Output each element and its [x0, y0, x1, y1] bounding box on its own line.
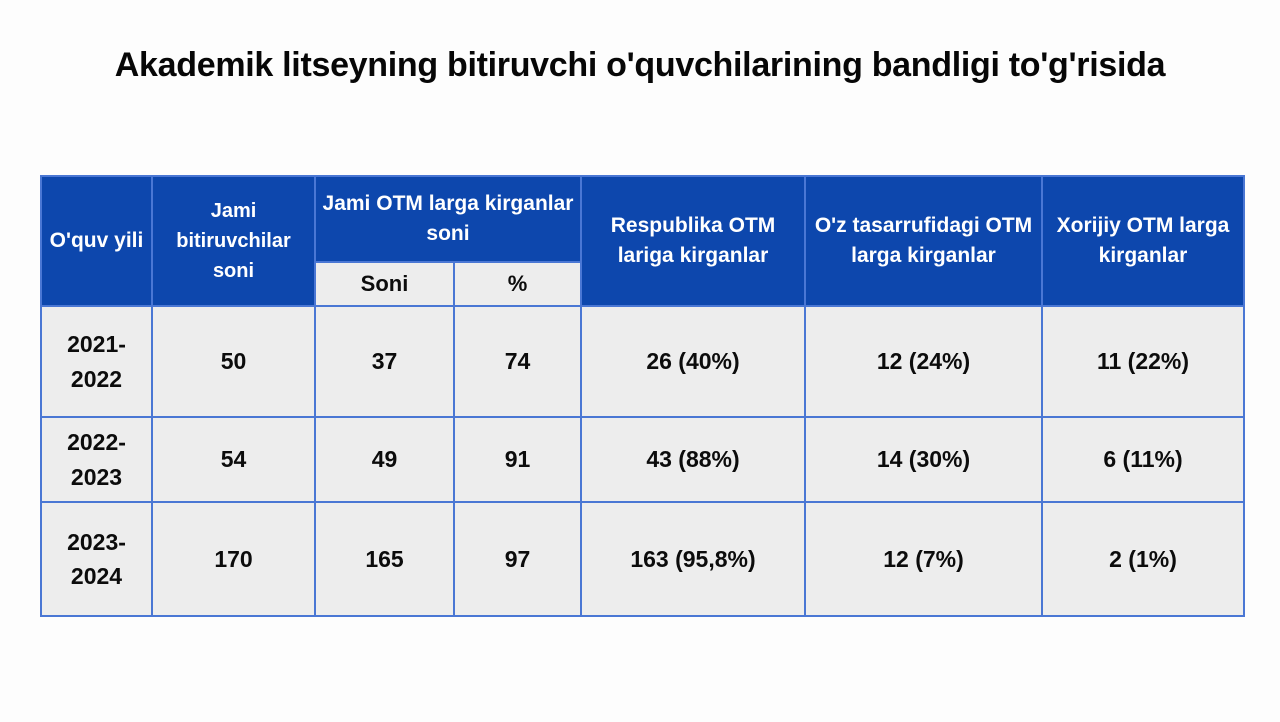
col-header-total-otm-group: Jami OTM larga kirganlar soni — [314, 175, 582, 263]
cell-otm-soni: 49 — [314, 416, 455, 503]
cell-otm-percent: 97 — [453, 501, 582, 617]
cell-total-graduates: 50 — [151, 305, 316, 418]
cell-respublika-otm: 43 (88%) — [580, 416, 806, 503]
col-header-respublika-otm: Respublika OTM lariga kirganlar — [580, 175, 806, 307]
col-header-school-year: O'quv yili — [40, 175, 153, 307]
cell-own-otm: 12 (7%) — [804, 501, 1043, 617]
graduates-employment-table: O'quv yili Jami bitiruvchilar soni Jami … — [40, 175, 1245, 617]
table-row: 2022-2023 54 49 91 43 (88%) 14 (30%) 6 (… — [40, 416, 1245, 503]
cell-respublika-otm: 163 (95,8%) — [580, 501, 806, 617]
cell-foreign-otm: 6 (11%) — [1041, 416, 1245, 503]
table-row: 2023-2024 170 165 97 163 (95,8%) 12 (7%)… — [40, 501, 1245, 617]
cell-year: 2023-2024 — [40, 501, 153, 617]
page-title: Akademik litseyning bitiruvchi o'quvchil… — [114, 46, 1166, 84]
cell-otm-percent: 74 — [453, 305, 582, 418]
table-row: 2021-2022 50 37 74 26 (40%) 12 (24%) 11 … — [40, 305, 1245, 418]
cell-foreign-otm: 2 (1%) — [1041, 501, 1245, 617]
table-header: O'quv yili Jami bitiruvchilar soni Jami … — [40, 175, 1245, 307]
cell-total-graduates: 170 — [151, 501, 316, 617]
col-subheader-percent: % — [453, 261, 582, 307]
cell-year: 2021-2022 — [40, 305, 153, 418]
col-header-own-otm: O'z tasarrufidagi OTM larga kirganlar — [804, 175, 1043, 307]
cell-otm-soni: 37 — [314, 305, 455, 418]
cell-year: 2022-2023 — [40, 416, 153, 503]
cell-otm-soni: 165 — [314, 501, 455, 617]
header-row-main: O'quv yili Jami bitiruvchilar soni Jami … — [40, 175, 1245, 307]
cell-respublika-otm: 26 (40%) — [580, 305, 806, 418]
cell-own-otm: 14 (30%) — [804, 416, 1043, 503]
col-subheader-soni: Soni — [314, 261, 455, 307]
table-body: 2021-2022 50 37 74 26 (40%) 12 (24%) 11 … — [40, 305, 1245, 617]
cell-otm-percent: 91 — [453, 416, 582, 503]
header-row-sub: Soni % — [41, 261, 1244, 307]
cell-own-otm: 12 (24%) — [804, 305, 1043, 418]
cell-total-graduates: 54 — [151, 416, 316, 503]
col-header-foreign-otm: Xorijiy OTM larga kirganlar — [1041, 175, 1245, 307]
cell-foreign-otm: 11 (22%) — [1041, 305, 1245, 418]
col-header-total-graduates: Jami bitiruvchilar soni — [151, 175, 316, 307]
